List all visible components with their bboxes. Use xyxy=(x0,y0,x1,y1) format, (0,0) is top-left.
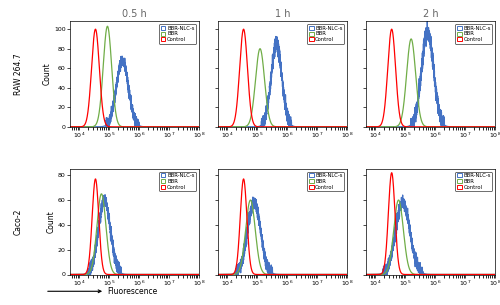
Legend: BBR-NLC-s, BBR, Control: BBR-NLC-s, BBR, Control xyxy=(159,172,196,192)
Legend: BBR-NLC-s, BBR, Control: BBR-NLC-s, BBR, Control xyxy=(456,24,492,44)
Text: Caco-2: Caco-2 xyxy=(14,209,23,235)
Legend: BBR-NLC-s, BBR, Control: BBR-NLC-s, BBR, Control xyxy=(456,172,492,192)
Title: 2 h: 2 h xyxy=(423,9,438,19)
Text: RAW 264.7: RAW 264.7 xyxy=(14,53,23,95)
Title: 1 h: 1 h xyxy=(275,9,290,19)
Y-axis label: Count: Count xyxy=(46,210,55,233)
Y-axis label: Count: Count xyxy=(42,63,51,85)
Text: Fluorescence: Fluorescence xyxy=(108,287,158,296)
Legend: BBR-NLC-s, BBR, Control: BBR-NLC-s, BBR, Control xyxy=(159,24,196,44)
Legend: BBR-NLC-s, BBR, Control: BBR-NLC-s, BBR, Control xyxy=(308,24,344,44)
Title: 0.5 h: 0.5 h xyxy=(122,9,147,19)
Legend: BBR-NLC-s, BBR, Control: BBR-NLC-s, BBR, Control xyxy=(308,172,344,192)
